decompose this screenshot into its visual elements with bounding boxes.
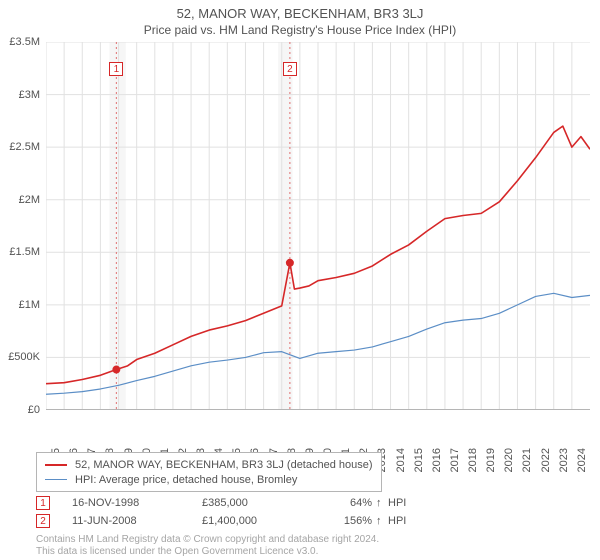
- sale-marker-2: 2: [283, 62, 297, 76]
- x-tick-label: 2024: [576, 448, 588, 472]
- chart-plot-area: 12: [46, 42, 590, 410]
- chart-svg: [46, 42, 590, 410]
- x-tick-label: 2017: [449, 448, 461, 472]
- sale-row: 1 16-NOV-1998£385,00064%↑HPI: [36, 494, 406, 512]
- legend-swatch: [45, 479, 67, 480]
- y-tick-label: £3.5M: [9, 36, 40, 48]
- y-tick-label: £1.5M: [9, 246, 40, 258]
- x-tick-label: 2021: [521, 448, 533, 472]
- legend-row: HPI: Average price, detached house, Brom…: [45, 472, 373, 487]
- y-tick-label: £1M: [19, 299, 40, 311]
- sale-date: 11-JUN-2008: [72, 515, 202, 527]
- footer-line-1: Contains HM Land Registry data © Crown c…: [36, 534, 379, 546]
- legend-label: HPI: Average price, detached house, Brom…: [75, 474, 297, 486]
- legend: 52, MANOR WAY, BECKENHAM, BR3 3LJ (detac…: [36, 452, 382, 492]
- sale-date: 16-NOV-1998: [72, 497, 202, 509]
- sale-marker-icon: 1: [36, 496, 50, 510]
- footer-line-2: This data is licensed under the Open Gov…: [36, 546, 379, 558]
- x-axis-labels: 1995199619971998199920002001200220032004…: [46, 412, 590, 454]
- sale-price: £385,000: [202, 497, 312, 509]
- chart-title: 52, MANOR WAY, BECKENHAM, BR3 3LJ: [0, 0, 600, 21]
- sale-marker-icon: 2: [36, 514, 50, 528]
- x-tick-label: 2019: [485, 448, 497, 472]
- sale-pct: 64%: [312, 497, 372, 509]
- chart-subtitle: Price paid vs. HM Land Registry's House …: [0, 23, 600, 37]
- y-tick-label: £0: [28, 404, 40, 416]
- y-tick-label: £500K: [8, 351, 40, 363]
- sale-hpi-label: HPI: [388, 515, 406, 527]
- chart-container: 52, MANOR WAY, BECKENHAM, BR3 3LJ Price …: [0, 0, 600, 560]
- sale-row: 2 11-JUN-2008£1,400,000156%↑HPI: [36, 512, 406, 530]
- x-tick-label: 2016: [431, 448, 443, 472]
- x-tick-label: 2018: [467, 448, 479, 472]
- legend-label: 52, MANOR WAY, BECKENHAM, BR3 3LJ (detac…: [75, 459, 373, 471]
- footer-attribution: Contains HM Land Registry data © Crown c…: [36, 534, 379, 557]
- legend-swatch: [45, 464, 67, 466]
- legend-row: 52, MANOR WAY, BECKENHAM, BR3 3LJ (detac…: [45, 457, 373, 472]
- sale-hpi-label: HPI: [388, 497, 406, 509]
- y-tick-label: £3M: [19, 89, 40, 101]
- sale-marker-1: 1: [109, 62, 123, 76]
- up-arrow-icon: ↑: [372, 497, 388, 509]
- y-axis-labels: £0£500K£1M£1.5M£2M£2.5M£3M£3.5M: [0, 42, 44, 410]
- sale-price: £1,400,000: [202, 515, 312, 527]
- x-tick-label: 2022: [540, 448, 552, 472]
- x-tick-label: 2023: [558, 448, 570, 472]
- x-tick-label: 2020: [503, 448, 515, 472]
- x-tick-label: 2015: [413, 448, 425, 472]
- sales-table: 1 16-NOV-1998£385,00064%↑HPI 2 11-JUN-2008£…: [36, 494, 406, 530]
- y-tick-label: £2.5M: [9, 141, 40, 153]
- x-tick-label: 2014: [395, 448, 407, 472]
- up-arrow-icon: ↑: [372, 515, 388, 527]
- sale-pct: 156%: [312, 515, 372, 527]
- y-tick-label: £2M: [19, 194, 40, 206]
